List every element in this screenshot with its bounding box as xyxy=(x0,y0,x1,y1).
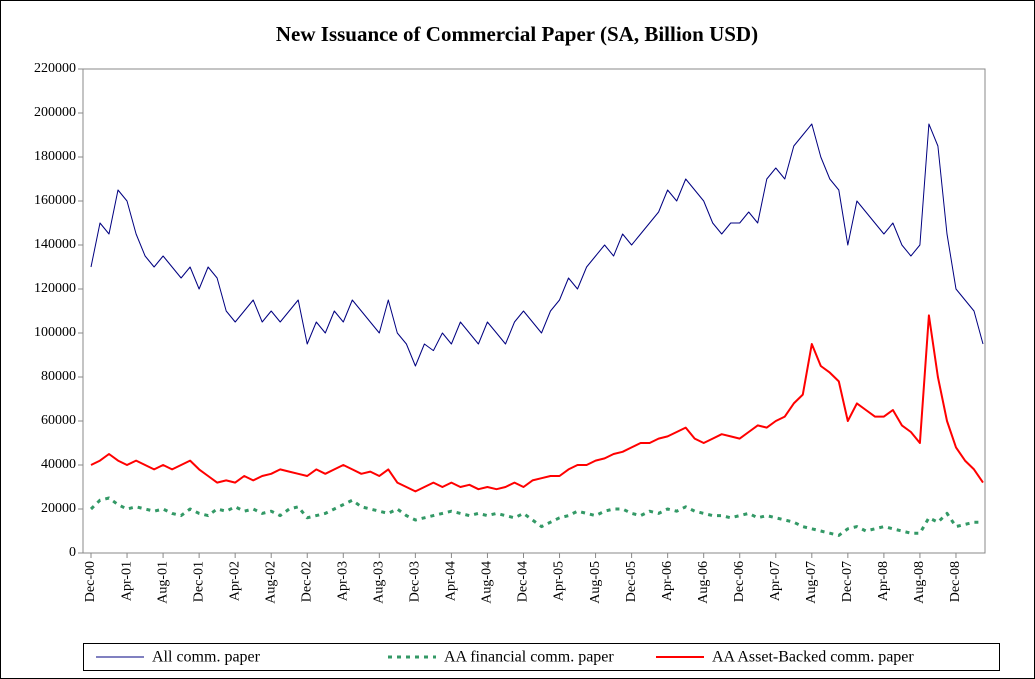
y-tick-label: 0 xyxy=(69,545,76,560)
x-tick-label: Aug-04 xyxy=(480,561,495,604)
x-tick-label: Aug-05 xyxy=(588,561,603,604)
y-tick-label: 200000 xyxy=(34,105,76,120)
y-tick-label: 20000 xyxy=(41,501,76,516)
plot-area xyxy=(82,68,986,554)
x-tick-label: Apr-01 xyxy=(119,561,134,601)
x-tick-label: Dec-01 xyxy=(191,561,206,602)
x-tick-label: Dec-03 xyxy=(408,561,423,602)
x-tick-label: Aug-03 xyxy=(372,561,387,604)
y-tick-label: 180000 xyxy=(34,149,76,164)
y-tick-label: 60000 xyxy=(41,413,76,428)
x-tick-label: Dec-08 xyxy=(948,561,963,602)
x-tick-label: Aug-06 xyxy=(696,561,711,604)
y-tick-label: 80000 xyxy=(41,369,76,384)
series-line xyxy=(89,496,983,537)
x-tick-label: Dec-00 xyxy=(83,561,98,602)
x-tick-label: Aug-02 xyxy=(263,561,278,604)
legend-label: All comm. paper xyxy=(152,649,261,666)
y-tick-label: 220000 xyxy=(34,61,76,76)
x-tick-label: Apr-03 xyxy=(336,561,351,601)
series-line xyxy=(90,123,984,367)
x-tick-label: Apr-02 xyxy=(227,561,242,601)
x-tick-label: Apr-08 xyxy=(876,561,891,601)
chart-title: New Issuance of Commercial Paper (SA, Bi… xyxy=(276,22,758,46)
series-line xyxy=(90,314,984,493)
x-tick-label: Dec-04 xyxy=(516,561,531,602)
x-tick-label: Dec-05 xyxy=(624,561,639,602)
x-tick-label: Aug-07 xyxy=(804,561,819,604)
x-tick-label: Apr-06 xyxy=(660,561,675,601)
x-tick-label: Dec-02 xyxy=(299,561,314,602)
y-tick-label: 100000 xyxy=(34,325,76,340)
x-tick-label: Apr-04 xyxy=(444,561,459,601)
legend-label: AA financial comm. paper xyxy=(444,649,614,666)
y-tick-label: 160000 xyxy=(34,193,76,208)
y-tick-label: 40000 xyxy=(41,457,76,472)
x-tick-label: Dec-07 xyxy=(840,561,855,602)
y-tick-label: 140000 xyxy=(34,237,76,252)
x-tick-label: Aug-08 xyxy=(912,561,927,604)
legend-label: AA Asset-Backed comm. paper xyxy=(712,649,914,666)
x-tick-label: Apr-05 xyxy=(552,561,567,601)
legend xyxy=(83,643,1000,671)
x-tick-label: Apr-07 xyxy=(768,561,783,601)
y-tick-label: 120000 xyxy=(34,281,76,296)
x-tick-label: Aug-01 xyxy=(155,561,170,604)
x-tick-label: Dec-06 xyxy=(732,561,747,602)
